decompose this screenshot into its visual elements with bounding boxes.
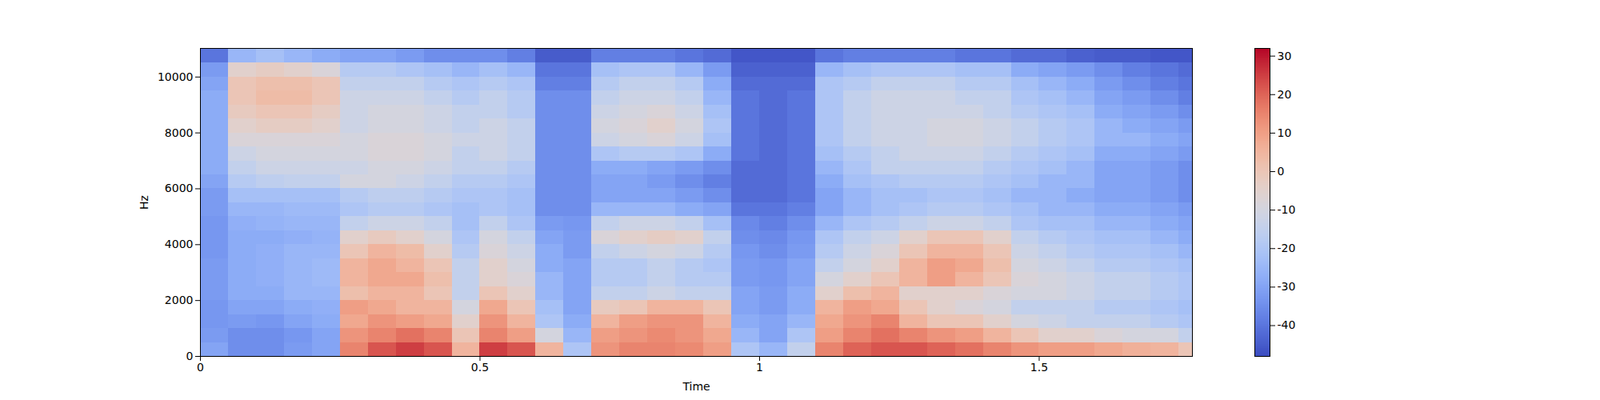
svg-text:0.5: 0.5 bbox=[471, 360, 489, 374]
svg-text:-30: -30 bbox=[1277, 280, 1296, 293]
svg-text:1.5: 1.5 bbox=[1030, 360, 1048, 374]
svg-text:-10: -10 bbox=[1277, 203, 1296, 216]
svg-text:2000: 2000 bbox=[164, 293, 194, 307]
svg-text:0: 0 bbox=[196, 360, 204, 374]
svg-text:-40: -40 bbox=[1277, 318, 1296, 332]
svg-text:1: 1 bbox=[756, 360, 764, 374]
svg-text:20: 20 bbox=[1277, 88, 1292, 101]
svg-text:6000: 6000 bbox=[164, 181, 194, 195]
svg-text:Hz: Hz bbox=[137, 195, 151, 210]
svg-text:10000: 10000 bbox=[157, 70, 194, 84]
svg-text:30: 30 bbox=[1277, 49, 1292, 63]
svg-text:Time: Time bbox=[681, 380, 710, 393]
svg-text:0: 0 bbox=[186, 349, 194, 363]
svg-text:-20: -20 bbox=[1277, 241, 1296, 255]
svg-text:8000: 8000 bbox=[164, 126, 194, 140]
svg-text:4000: 4000 bbox=[164, 237, 194, 251]
svg-text:0: 0 bbox=[1277, 164, 1285, 178]
svg-text:10: 10 bbox=[1277, 126, 1292, 140]
